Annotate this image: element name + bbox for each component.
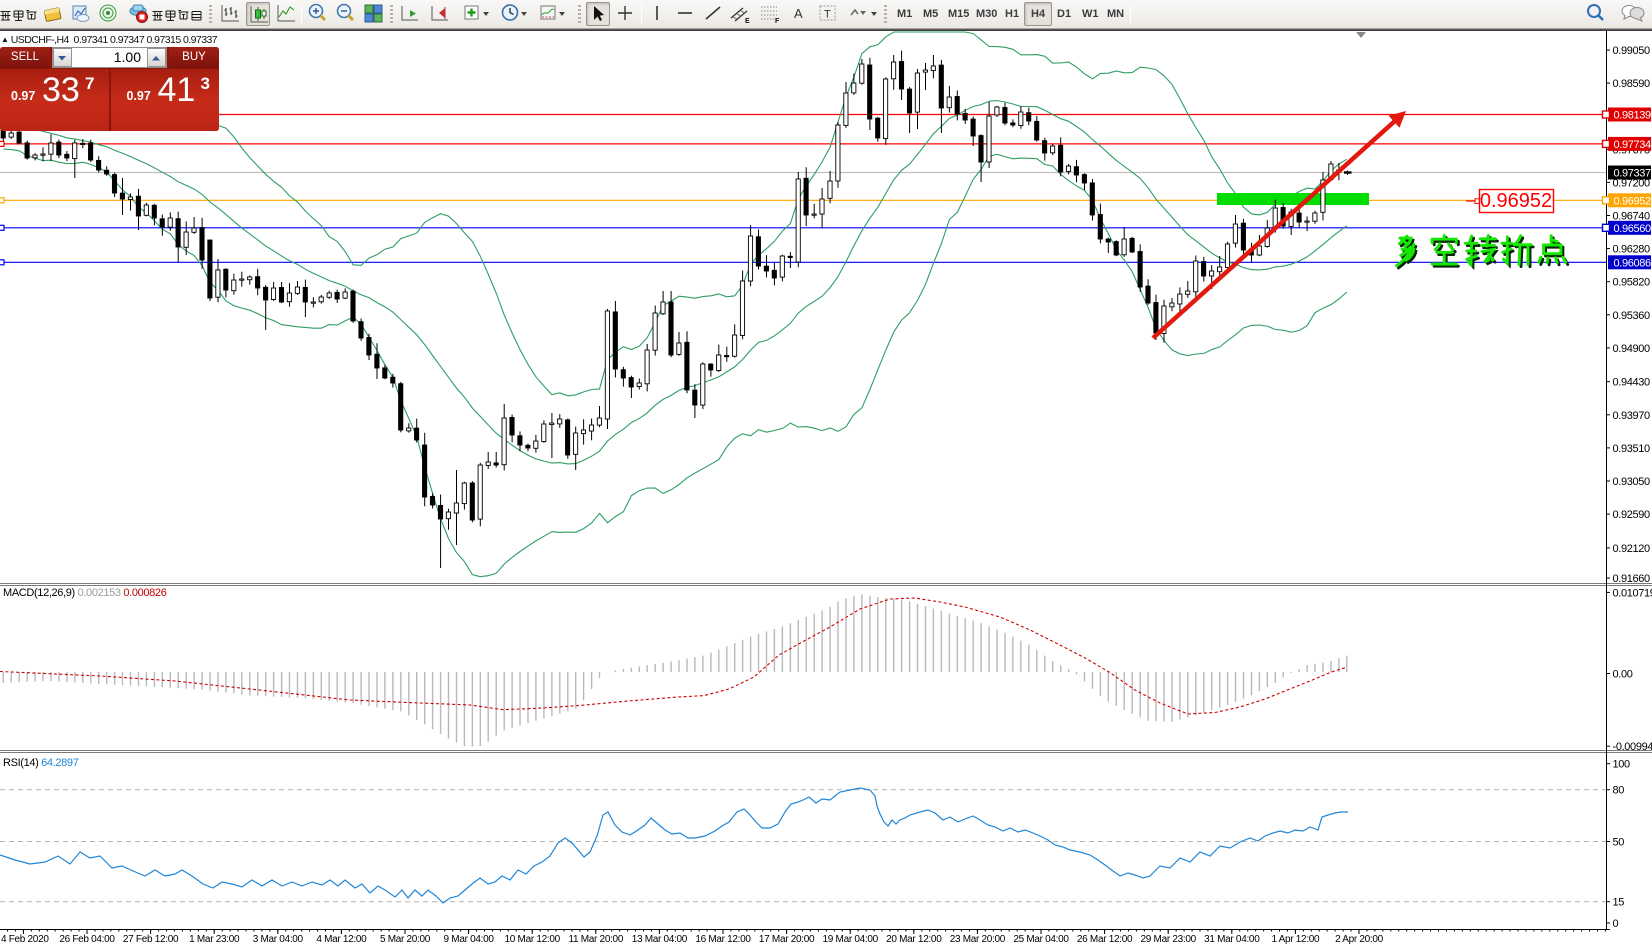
svg-text:20 Mar 12:00: 20 Mar 12:00 [886,934,942,945]
svg-text:80: 80 [1613,785,1625,797]
svg-text:0.00: 0.00 [1613,669,1633,681]
svg-text:0.98139: 0.98139 [1614,110,1652,122]
svg-text:0.94430: 0.94430 [1613,377,1651,389]
svg-text:11 Mar 20:00: 11 Mar 20:00 [569,934,624,945]
svg-text:0.97337: 0.97337 [1614,168,1652,180]
svg-text:T: T [824,9,831,21]
svg-text:13 Mar 04:00: 13 Mar 04:00 [632,934,688,945]
svg-text:9 Mar 04:00: 9 Mar 04:00 [444,934,495,945]
svg-text:0.96560: 0.96560 [1614,223,1652,235]
svg-text:A: A [794,6,803,21]
svg-text:4 Mar 12:00: 4 Mar 12:00 [316,934,367,945]
svg-text:F: F [775,18,780,25]
svg-text:0.92120: 0.92120 [1613,543,1651,555]
svg-text:0.99050: 0.99050 [1613,45,1651,57]
svg-text:15: 15 [1613,897,1625,909]
svg-text:0.96952: 0.96952 [1614,195,1652,207]
svg-text:0.93970: 0.93970 [1613,410,1651,422]
svg-text:10 Mar 12:00: 10 Mar 12:00 [505,934,561,945]
svg-text:0.96280: 0.96280 [1613,244,1651,256]
svg-text:0.96740: 0.96740 [1613,211,1651,223]
svg-text:0.96086: 0.96086 [1614,257,1652,269]
svg-text:1 Mar 23:00: 1 Mar 23:00 [189,934,240,945]
svg-text:19 Mar 04:00: 19 Mar 04:00 [823,934,879,945]
svg-text:0.93050: 0.93050 [1613,476,1651,488]
svg-text:26 Mar 12:00: 26 Mar 12:00 [1077,934,1133,945]
svg-text:1 Apr 12:00: 1 Apr 12:00 [1271,934,1320,945]
svg-text:0.97200: 0.97200 [1613,177,1651,189]
svg-text:E: E [745,18,750,25]
svg-text:0.91660: 0.91660 [1613,573,1651,585]
svg-text:0: 0 [1613,918,1619,930]
svg-text:31 Mar 04:00: 31 Mar 04:00 [1204,934,1260,945]
svg-text:0.95820: 0.95820 [1613,277,1651,289]
svg-text:17 Mar 20:00: 17 Mar 20:00 [759,934,815,945]
svg-text:0.010719: 0.010719 [1613,587,1652,599]
svg-text:0.93510: 0.93510 [1613,443,1651,455]
svg-text:4 Feb 2020: 4 Feb 2020 [1,934,49,945]
svg-text:5 Mar 20:00: 5 Mar 20:00 [380,934,431,945]
svg-text:23 Mar 20:00: 23 Mar 20:00 [950,934,1006,945]
svg-text:100: 100 [1613,759,1631,771]
svg-text:0.95360: 0.95360 [1613,310,1651,322]
svg-text:0.98590: 0.98590 [1613,78,1651,90]
svg-text:0.97734: 0.97734 [1614,139,1652,151]
svg-text:27 Feb 12:00: 27 Feb 12:00 [123,934,179,945]
svg-text:29 Mar 23:00: 29 Mar 23:00 [1141,934,1197,945]
svg-text:3 Mar 04:00: 3 Mar 04:00 [253,934,304,945]
svg-text:0.92590: 0.92590 [1613,509,1651,521]
svg-text:50: 50 [1613,837,1625,849]
svg-text:0.96952: 0.96952 [1480,190,1552,212]
svg-text:16 Mar 12:00: 16 Mar 12:00 [695,934,751,945]
svg-text:2 Apr 20:00: 2 Apr 20:00 [1335,934,1384,945]
svg-text:26 Feb 04:00: 26 Feb 04:00 [59,934,115,945]
svg-text:-0.009944: -0.009944 [1613,741,1652,753]
svg-text:RSI(14) 64.2897: RSI(14) 64.2897 [3,757,79,769]
svg-text:MACD(12,26,9) 0.002153 0.00082: MACD(12,26,9) 0.002153 0.000826 [3,587,167,599]
svg-text:0.94900: 0.94900 [1613,343,1651,355]
svg-text:25 Mar 04:00: 25 Mar 04:00 [1013,934,1069,945]
